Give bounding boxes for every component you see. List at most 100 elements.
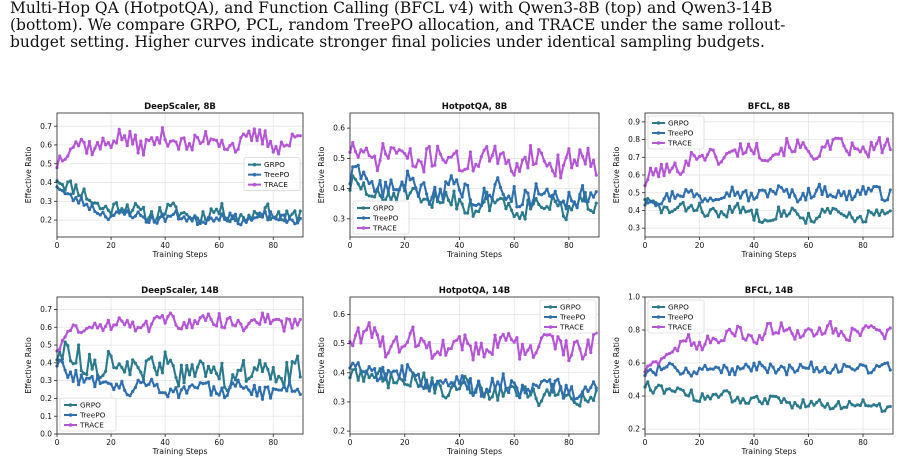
data-point — [295, 134, 300, 138]
data-point — [214, 391, 219, 396]
data-point — [752, 218, 756, 222]
data-point — [182, 211, 186, 215]
data-point — [825, 206, 830, 211]
data-point — [353, 333, 358, 338]
data-point — [776, 152, 781, 156]
data-point — [190, 148, 194, 152]
data-point — [787, 326, 792, 330]
data-point — [223, 385, 227, 389]
data-point — [274, 387, 278, 391]
data-point — [446, 198, 451, 202]
data-point — [120, 365, 124, 370]
data-point — [831, 206, 835, 210]
data-point — [293, 361, 297, 365]
data-point — [177, 147, 181, 151]
data-point — [507, 194, 511, 198]
data-point — [214, 207, 219, 211]
data-point — [394, 151, 399, 155]
data-point — [150, 136, 154, 140]
data-point — [708, 196, 713, 200]
data-point — [487, 350, 492, 354]
data-point — [198, 141, 202, 145]
data-point — [359, 369, 363, 373]
data-point — [684, 366, 688, 370]
data-point — [485, 348, 489, 352]
data-point — [282, 213, 286, 217]
data-point — [287, 217, 292, 221]
data-point — [71, 145, 75, 149]
data-point — [880, 208, 884, 212]
data-point — [247, 213, 251, 217]
data-point — [239, 384, 243, 389]
data-point — [858, 403, 862, 408]
data-point — [681, 339, 685, 343]
data-point — [763, 397, 767, 401]
data-point — [375, 187, 379, 192]
data-point — [877, 213, 881, 218]
data-point — [687, 206, 691, 210]
data-point — [370, 335, 374, 339]
plot-frame — [349, 296, 600, 435]
data-point — [806, 327, 811, 331]
data-point — [446, 182, 451, 187]
data-point — [120, 138, 124, 142]
data-point — [738, 325, 742, 330]
data-point — [542, 191, 546, 195]
plot-frame — [56, 112, 304, 238]
data-point — [114, 323, 119, 327]
data-point — [231, 323, 235, 327]
data-point — [678, 202, 683, 206]
data-point — [847, 211, 852, 215]
data-point — [842, 144, 846, 148]
data-point — [112, 387, 116, 392]
data-point — [195, 365, 200, 369]
data-point — [774, 331, 778, 335]
data-point — [106, 140, 110, 145]
data-point — [152, 384, 156, 388]
data-point — [353, 177, 358, 181]
data-point — [785, 137, 789, 141]
data-point — [515, 386, 519, 390]
data-point — [101, 136, 105, 140]
data-point — [131, 389, 135, 394]
x-tick-label: 40 — [749, 241, 759, 250]
data-point — [367, 153, 371, 158]
data-point — [673, 346, 677, 350]
data-point — [471, 203, 475, 207]
data-point — [539, 151, 544, 155]
x-axis-label: Training Steps — [740, 447, 796, 456]
data-point — [537, 148, 541, 152]
data-point — [839, 329, 843, 334]
data-point — [244, 379, 248, 383]
data-point — [373, 367, 377, 371]
legend-label: TRACE — [667, 139, 692, 148]
data-point — [68, 328, 73, 333]
data-point — [98, 213, 102, 217]
data-point — [578, 148, 582, 152]
data-point — [553, 189, 557, 193]
data-point — [66, 180, 70, 184]
x-tick-label: 20 — [400, 241, 410, 250]
data-point — [883, 143, 887, 147]
data-point — [570, 385, 574, 389]
data-point — [255, 368, 259, 372]
data-point — [98, 381, 102, 386]
data-point — [400, 149, 404, 153]
data-point — [496, 161, 500, 165]
data-point — [526, 348, 530, 352]
data-point — [564, 383, 568, 387]
data-point — [95, 374, 100, 378]
data-point — [888, 326, 892, 330]
data-point — [58, 358, 62, 362]
data-point — [741, 190, 745, 194]
data-point — [446, 347, 451, 351]
data-point — [507, 331, 511, 336]
data-point — [689, 343, 693, 347]
data-point — [545, 380, 549, 384]
legend-marker — [656, 141, 661, 145]
data-point — [689, 388, 693, 392]
data-point — [125, 393, 129, 397]
data-point — [768, 321, 772, 325]
data-point — [271, 150, 275, 154]
data-point — [839, 137, 843, 141]
